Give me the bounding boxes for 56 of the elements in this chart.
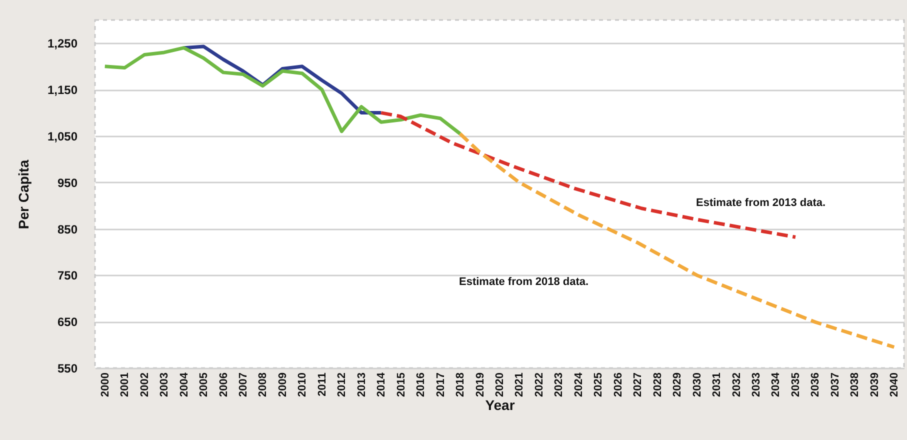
x-tick-label: 2021	[514, 372, 526, 397]
x-tick-label: 2014	[376, 372, 388, 397]
x-tick-label: 2002	[138, 372, 151, 397]
x-tick-label: 2000	[99, 372, 112, 397]
x-tick-label: 2020	[494, 372, 506, 397]
x-tick-label: 2036	[810, 372, 822, 397]
x-tick-label: 2022	[533, 372, 546, 397]
x-tick-label: 2024	[572, 372, 585, 397]
y-tick-label: 650	[57, 315, 78, 330]
x-tick-label: 2009	[276, 372, 289, 397]
x-tick-label: 2010	[296, 372, 309, 397]
y-axis-title: Per Capita	[15, 160, 32, 230]
x-tick-label: 2033	[750, 372, 763, 397]
x-tick-label: 2003	[158, 372, 171, 397]
x-tick-label: 2026	[612, 372, 624, 397]
x-tick-label: 2001	[119, 372, 132, 397]
y-tick-label: 750	[57, 268, 78, 283]
x-tick-label: 2006	[218, 372, 230, 397]
x-tick-label: 2008	[257, 372, 270, 397]
x-tick-label: 2016	[415, 372, 428, 397]
x-tick-label: 2019	[474, 372, 486, 397]
x-tick-label: 2034	[770, 372, 782, 397]
x-tick-label: 2017	[434, 372, 447, 397]
x-tick-label: 2023	[553, 372, 566, 397]
x-tick-label: 2015	[395, 372, 408, 397]
x-tick-label: 2037	[829, 372, 842, 397]
x-tick-label: 2038	[849, 372, 862, 397]
x-tick-label: 2027	[632, 372, 644, 397]
line-series	[458, 132, 896, 349]
x-tick-label: 2030	[691, 372, 704, 397]
y-tick-label: 550	[57, 362, 78, 376]
x-tick-label: 2040	[888, 372, 901, 397]
x-tick-label: 2012	[336, 372, 348, 397]
x-tick-label: 2028	[652, 372, 664, 397]
x-tick-label: 2013	[356, 372, 368, 397]
x-tick-label: 2035	[790, 372, 802, 397]
x-tick-label: 2031	[711, 372, 724, 397]
x-tick-label: 2029	[672, 372, 684, 397]
x-tick-label: 2011	[316, 372, 328, 396]
y-tick-label: 950	[57, 176, 78, 190]
x-tick-label: 2025	[592, 372, 605, 397]
line-series	[103, 46, 462, 136]
x-tick-label: 2007	[237, 372, 250, 397]
x-tick-label: 2032	[730, 372, 743, 397]
line-series	[379, 111, 798, 239]
x-tick-label: 2018	[454, 372, 467, 397]
annotation: Estimate from 2018 data.	[459, 276, 589, 288]
y-tick-label: 1,250	[47, 36, 78, 51]
x-tick-label: 2039	[868, 372, 881, 397]
x-axis-title: Year	[485, 396, 516, 413]
annotation: Estimate from 2013 data.	[696, 197, 826, 209]
y-tick-label: 1,150	[47, 83, 78, 98]
y-tick-label: 850	[57, 222, 78, 236]
x-tick-label: 2005	[198, 372, 210, 397]
x-tick-label: 2004	[178, 372, 190, 397]
y-tick-label: 1,050	[47, 130, 78, 144]
